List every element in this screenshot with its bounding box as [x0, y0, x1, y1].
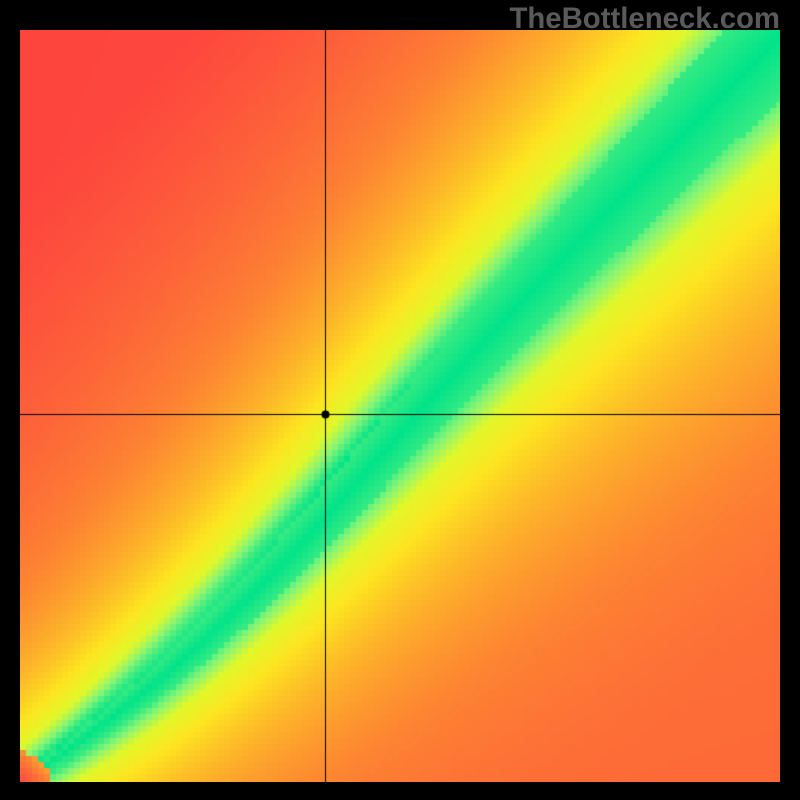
watermark-text: TheBottleneck.com	[509, 2, 780, 36]
heatmap-canvas	[20, 30, 780, 782]
chart-frame: TheBottleneck.com	[0, 0, 800, 800]
